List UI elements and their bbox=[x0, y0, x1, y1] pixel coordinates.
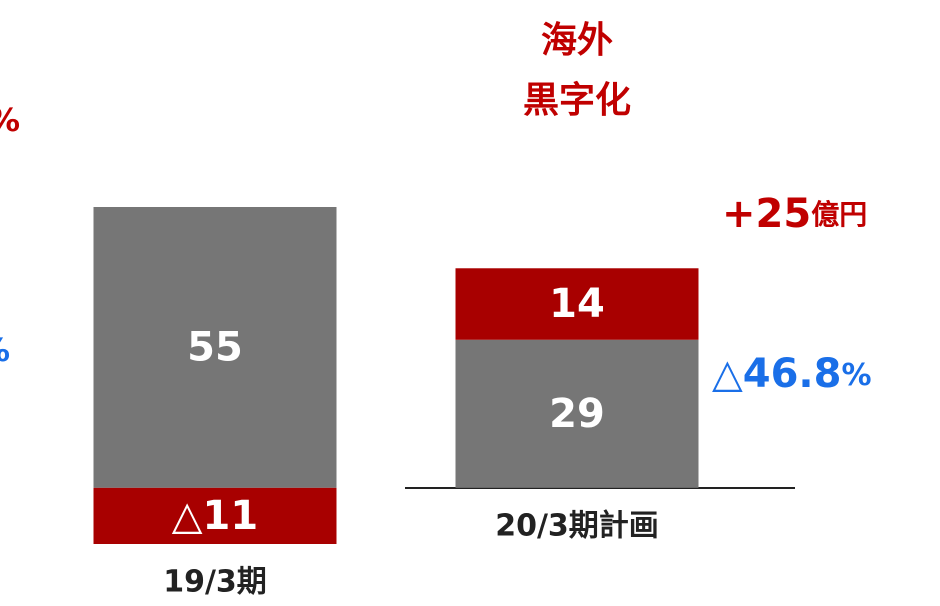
annotation: 海外 bbox=[541, 20, 613, 61]
annotation-value: +25 bbox=[722, 191, 811, 237]
annotation: 黒字化 bbox=[523, 80, 631, 121]
value-label: △11 bbox=[172, 493, 258, 539]
bar bbox=[455, 339, 699, 488]
annotation-unit: 億円 bbox=[811, 198, 867, 231]
annotation: +25億円 bbox=[722, 191, 867, 237]
annotation-value: △46.8 bbox=[712, 351, 841, 397]
x-tick-label: 20/3期計画 bbox=[495, 508, 659, 543]
value-label: 29 bbox=[549, 391, 605, 437]
value-label: 14 bbox=[549, 281, 605, 327]
annotation-unit: % bbox=[841, 358, 871, 393]
bar bbox=[93, 207, 337, 488]
bar bbox=[455, 268, 699, 340]
x-tick-label: 19/3期 bbox=[163, 565, 267, 600]
bar bbox=[93, 487, 337, 544]
annotation: % bbox=[0, 101, 20, 139]
annotation: △46.8% bbox=[712, 351, 872, 397]
annotation: % bbox=[0, 331, 10, 369]
value-label: 55 bbox=[187, 324, 243, 370]
